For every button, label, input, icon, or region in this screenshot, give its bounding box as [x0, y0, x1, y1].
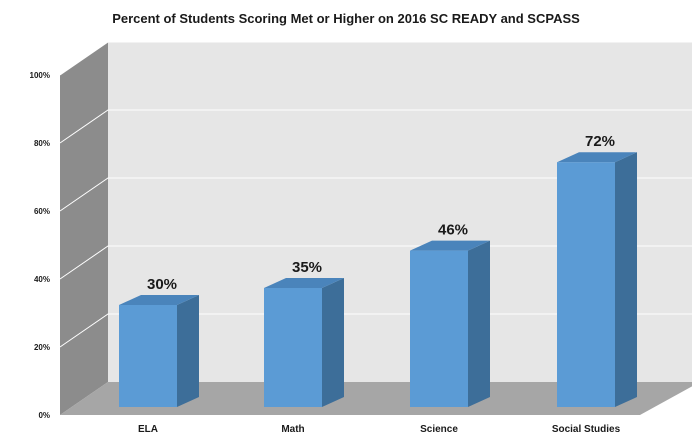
data-label-1: 35% [292, 259, 322, 276]
data-label-3: 72% [585, 133, 615, 150]
y-tick-label-100: 100% [30, 71, 50, 80]
bar-side-3 [615, 152, 637, 407]
gridline-60 [59, 177, 692, 212]
bar-side-0 [177, 295, 199, 407]
floor [60, 382, 692, 415]
gridline-20 [59, 313, 692, 348]
data-label-0: 30% [147, 276, 177, 293]
bar-2 [410, 240, 490, 407]
category-label-3: Social Studies [552, 424, 621, 435]
bar-side-2 [468, 240, 490, 407]
bar-side-1 [322, 278, 344, 407]
chart-gridlines [59, 41, 692, 348]
gridline-100 [59, 41, 692, 76]
bar-front-2 [410, 250, 468, 407]
bar-top-0 [119, 295, 199, 305]
y-tick-label-60: 60% [34, 207, 50, 216]
bar-top-2 [410, 240, 490, 251]
bar-front-3 [557, 162, 615, 407]
side-wall [60, 42, 108, 415]
bar-0 [119, 295, 199, 407]
bar-top-1 [264, 278, 344, 288]
bar-1 [264, 278, 344, 407]
y-tick-label-80: 80% [34, 139, 50, 148]
bar-data-labels: 30% 35% 46% 72% [147, 133, 615, 293]
back-wall [108, 42, 692, 382]
y-tick-label-40: 40% [34, 275, 50, 284]
bar-3 [557, 152, 637, 407]
y-axis-tick-labels: 0% 20% 40% 60% 80% 100% [30, 71, 50, 420]
data-label-2: 46% [438, 222, 468, 239]
bar-front-1 [264, 288, 322, 407]
chart-bars [119, 152, 637, 407]
bar-front-0 [119, 305, 177, 407]
y-tick-label-0: 0% [38, 411, 50, 420]
category-label-2: Science [420, 424, 458, 435]
bar-top-3 [557, 152, 637, 163]
category-label-1: Math [281, 424, 304, 435]
chart-floor [60, 382, 692, 415]
chart-title: Percent of Students Scoring Met or Highe… [112, 11, 580, 26]
x-axis-category-labels: ELA Math Science Social Studies [138, 424, 621, 435]
y-tick-label-20: 20% [34, 343, 50, 352]
category-label-0: ELA [138, 424, 158, 435]
gridline-40 [59, 245, 692, 280]
gridline-80 [59, 109, 692, 144]
